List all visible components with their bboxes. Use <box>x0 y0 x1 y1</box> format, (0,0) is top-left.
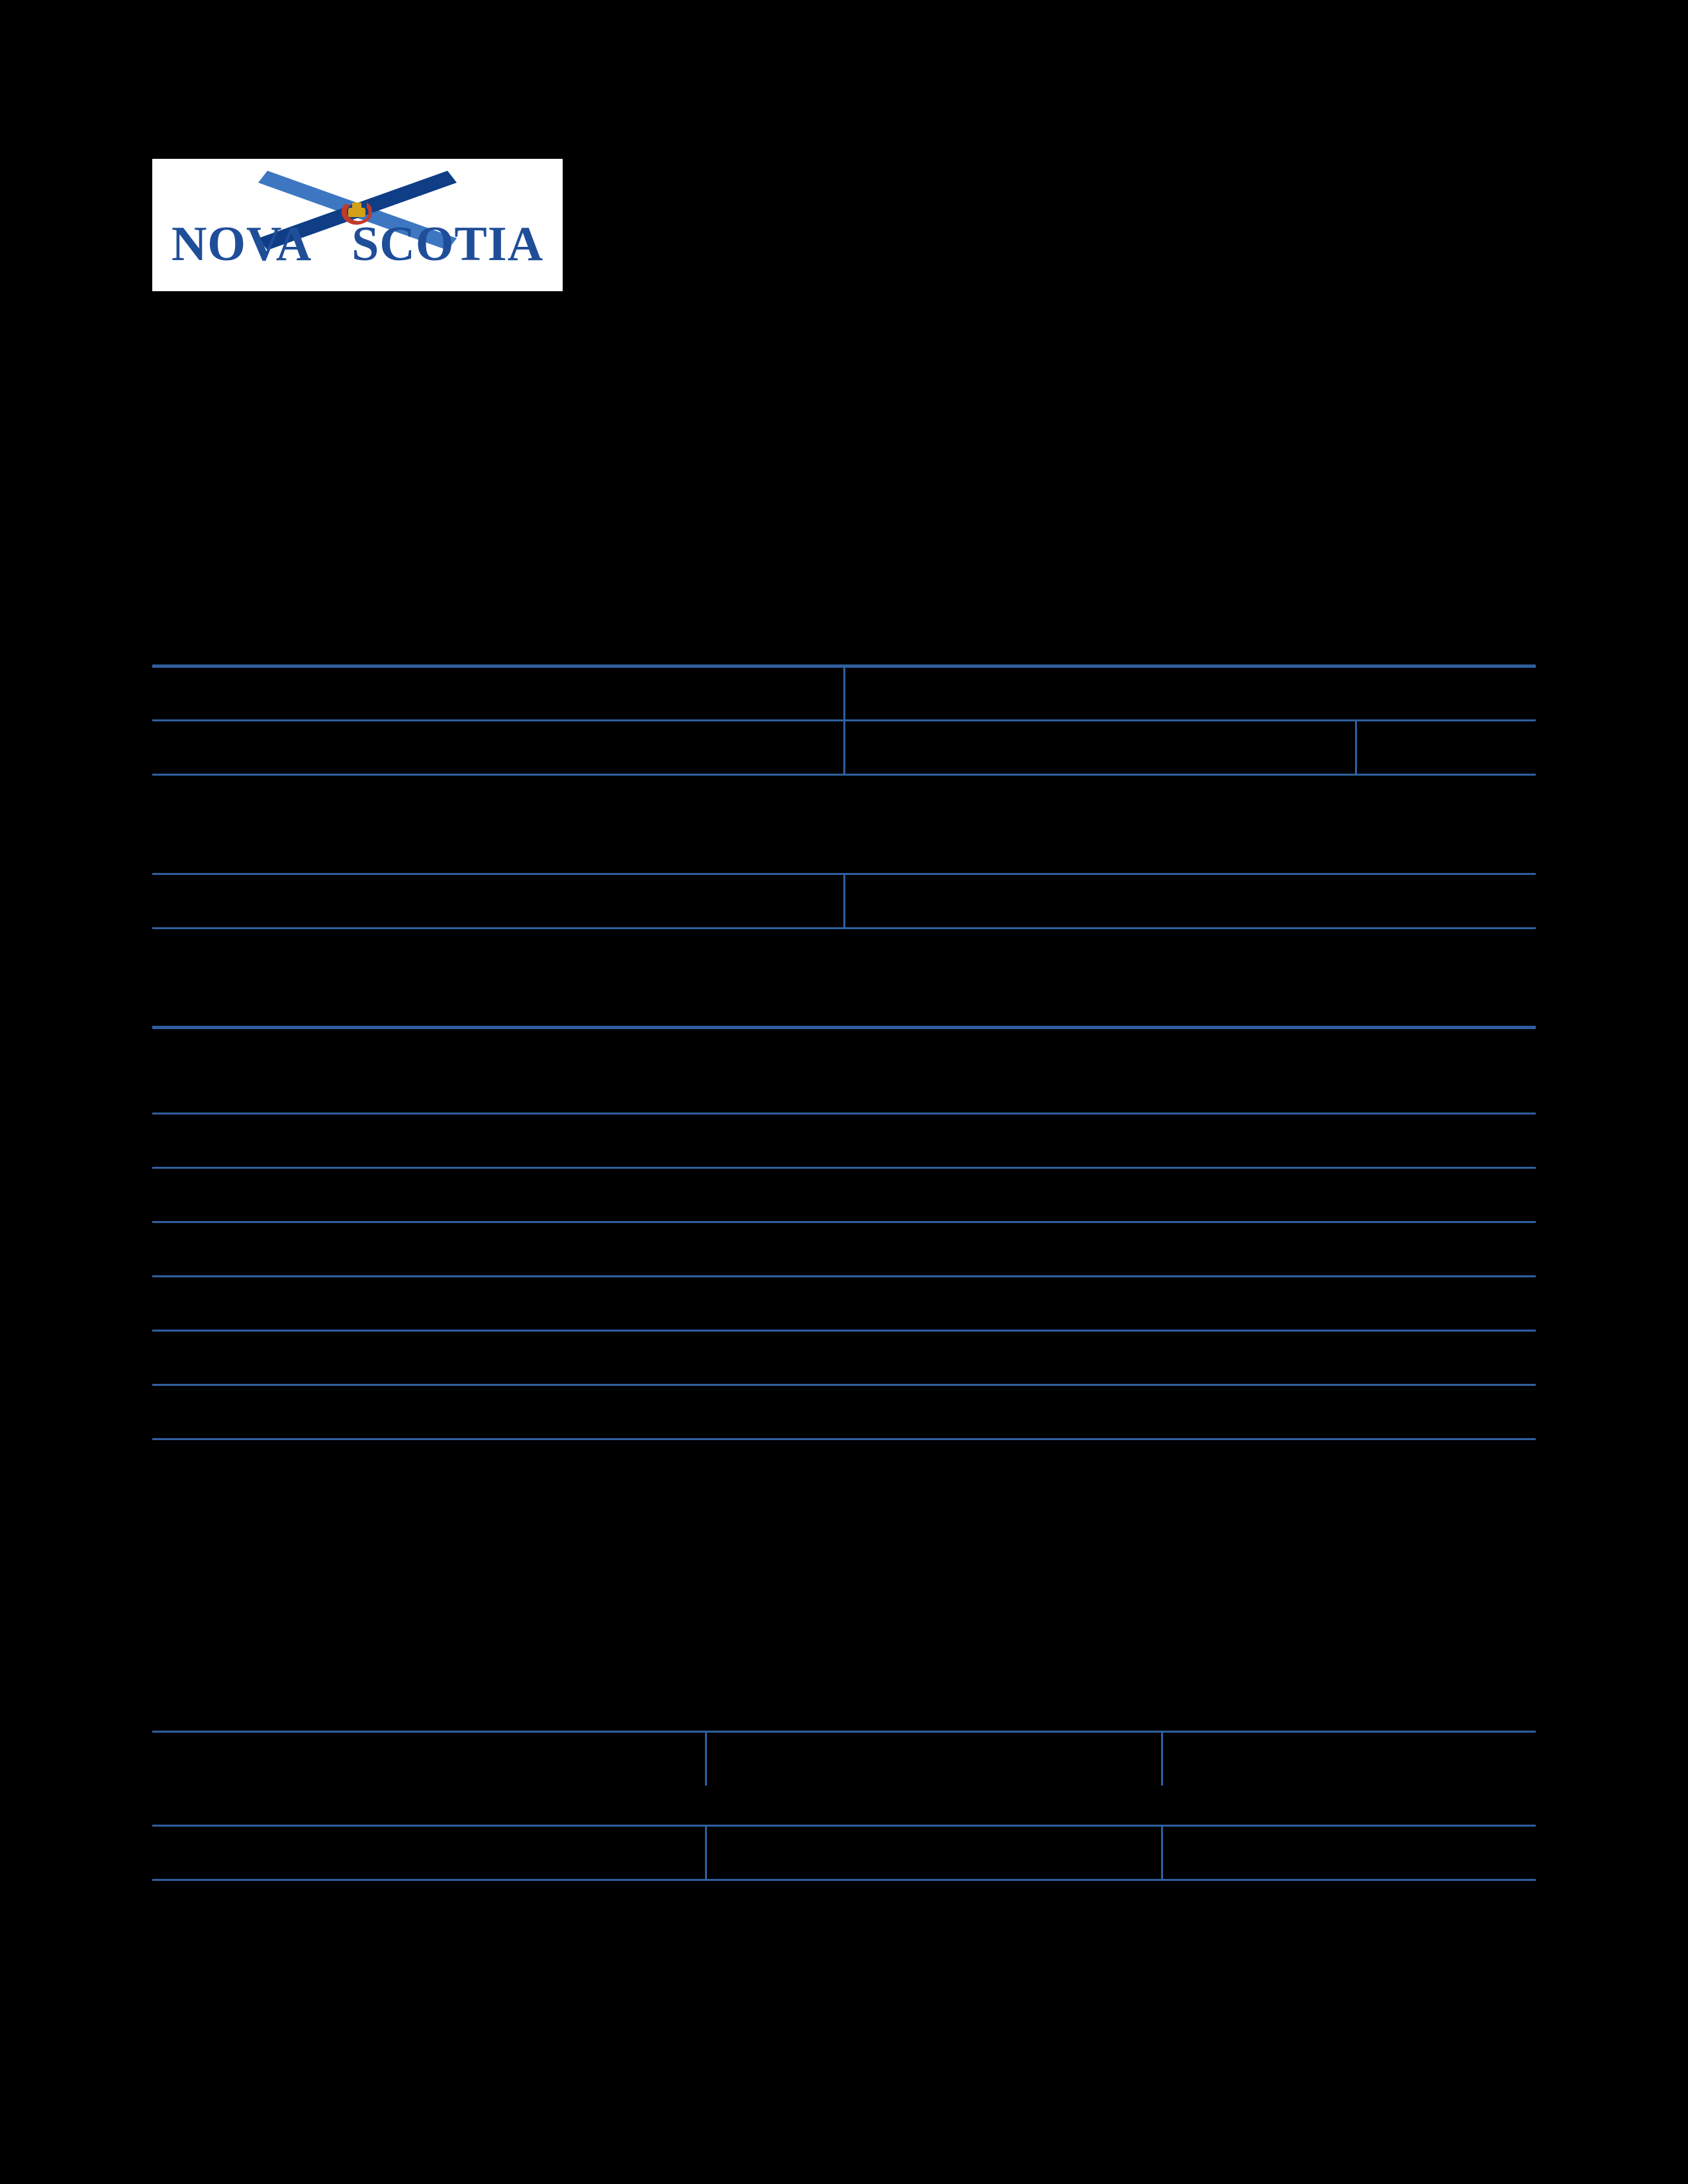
label-contact: Contact Person <box>152 721 843 754</box>
section-gap <box>152 1486 1536 1605</box>
label-b-county: County <box>152 1223 1536 1255</box>
label-c-issued-to: Issued To <box>152 1827 705 1859</box>
row-phone: Telephone <box>152 929 1536 1028</box>
title-block: Environment and Climate Change Applicati… <box>152 338 1536 563</box>
footer-right: Page 1 of 4 <box>1441 2083 1536 2105</box>
row-c-gap <box>152 1786 1536 1825</box>
label-c-expiry: Expiry Date <box>1163 1733 1536 1765</box>
row-section-a-end <box>152 1028 1536 1074</box>
row-street: Street / Mailing Address <box>152 775 1536 874</box>
logo: NOVA SCOTIA <box>152 159 563 291</box>
label-b-pid: Property Identification (PID) Number(s) <box>152 1277 1536 1310</box>
row-company: Company / Applicant Name <box>152 666 1536 721</box>
value-street[interactable] <box>152 808 1536 815</box>
label-postal: Postal Code <box>1357 721 1536 754</box>
label-facility-address: Civic Address of Facility (if different … <box>152 1074 1536 1107</box>
label-b-operator: Name of Facility Operator <box>152 1386 1536 1418</box>
label-c-issued-by: Issued By (Office) <box>1163 1827 1536 1859</box>
label-company: Company / Applicant Name <box>152 668 843 700</box>
row-section-c-end <box>152 1880 1536 1926</box>
label-b-city: City / Town <box>152 1169 1536 1201</box>
section-b-table: Civic Address of Facility (if different … <box>152 1074 1536 1486</box>
label-b-street: Street Address <box>152 1115 1536 1147</box>
row-b-pid: Property Identification (PID) Number(s) <box>152 1277 1536 1331</box>
logo-text: NOVA SCOTIA <box>168 216 547 273</box>
row-b-county: County <box>152 1222 1536 1277</box>
row-b-street: Street Address <box>152 1114 1536 1168</box>
row-b-owner: Name of Property Owner <box>152 1331 1536 1385</box>
section-a-heading: Part A — Applicant Information <box>152 622 1536 658</box>
label-b-owner: Name of Property Owner <box>152 1332 1536 1364</box>
footer: NSE Form 2017 Page 1 of 4 <box>0 2083 1688 2105</box>
value-phone[interactable] <box>152 962 1536 968</box>
value-contact[interactable] <box>845 721 1355 728</box>
label-c-yesno: Yes / No <box>152 1733 705 1765</box>
row-c-1: Yes / No Approval Number Expiry Date <box>152 1731 1536 1786</box>
row-c-2: Issued To Issued By (Office) <box>152 1825 1536 1880</box>
label-city: City / Town <box>152 875 843 907</box>
value-c-issued-to[interactable] <box>707 1827 1162 1833</box>
value-city[interactable] <box>845 875 1536 882</box>
row-facility-addr-label: Civic Address of Facility (if different … <box>152 1074 1536 1114</box>
row-b-city: City / Town <box>152 1168 1536 1222</box>
page-heading: Environment and Climate Change <box>152 338 1536 390</box>
section-a-table: Company / Applicant Name Contact Person … <box>152 664 1536 1074</box>
label-phone: Telephone <box>152 929 1536 962</box>
row-section-b-end <box>152 1439 1536 1486</box>
label-c-number: Approval Number <box>707 1733 1162 1765</box>
row-city: City / Town <box>152 874 1536 929</box>
page: NOVA SCOTIA Environment and Climate Chang… <box>0 0 1688 2184</box>
footer-left: NSE Form 2017 <box>152 2083 285 2105</box>
row-contact: Contact Person Postal Code <box>152 721 1536 775</box>
logo-inner: NOVA SCOTIA <box>168 171 547 279</box>
section-c-table: Yes / No Approval Number Expiry Date Iss… <box>152 1731 1536 1927</box>
row-b-operator: Name of Facility Operator <box>152 1385 1536 1439</box>
page-subtitle-2: Storage / Handling Facility <box>152 444 1536 482</box>
value-company[interactable] <box>845 668 1536 674</box>
section-c-note: Has this facility been issued a previous… <box>152 1631 1536 1711</box>
logo-word-1: NOVA <box>171 217 312 271</box>
label-street: Street / Mailing Address <box>152 776 1536 808</box>
logo-word-2: SCOTIA <box>352 217 543 271</box>
page-subtitle-1: Application for Approval — Waste Dangero… <box>152 406 1536 444</box>
